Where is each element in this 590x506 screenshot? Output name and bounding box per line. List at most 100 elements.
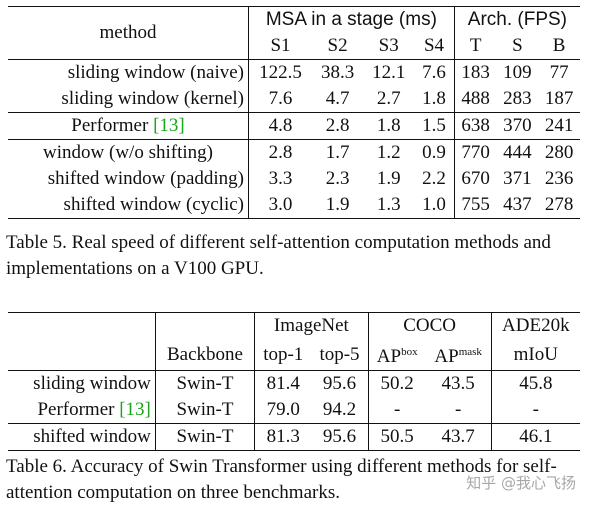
s2-cell: 38.3 (320, 62, 355, 83)
b-cell: 280 (544, 142, 574, 163)
msa-group-label: MSA in a stage (ms) (265, 9, 437, 30)
s3-cell: 1.8 (376, 115, 401, 136)
s1-cell: 3.3 (268, 168, 293, 189)
table-row: shifted window (padding) 3.3 2.3 1.9 2.2… (8, 166, 580, 192)
table-row: sliding window Swin-T 81.4 95.6 50.2 43.… (8, 370, 580, 397)
s3-cell: 1.2 (376, 142, 401, 163)
table-row: sliding window (kernel) 7.6 4.7 2.7 1.8 … (8, 86, 580, 113)
s4-cell: 1.8 (414, 86, 455, 113)
table-row: sliding window (naive) 122.5 38.3 12.1 7… (8, 59, 580, 86)
b-cell: 278 (544, 194, 574, 215)
method-name: Performer (71, 115, 154, 136)
backbone-cell: Swin-T (155, 423, 256, 451)
b-cell: 236 (544, 168, 574, 189)
arch-header: T (469, 35, 482, 56)
stage-header: S3 (378, 35, 399, 56)
s1-cell: 4.8 (268, 115, 293, 136)
coco-header: COCO (368, 312, 492, 339)
table-5: method MSA in a stage (ms) Arch. (FPS) S… (8, 6, 580, 219)
s3-cell: 12.1 (372, 62, 406, 83)
method-cell: shifted window (cyclic) (8, 192, 249, 219)
method-cell: Performer [13] (8, 112, 249, 140)
table-row: Performer [13] Swin-T 79.0 94.2 - - - (8, 397, 580, 424)
method-cell: sliding window (kernel) (8, 86, 249, 113)
table-row: shifted window Swin-T 81.3 95.6 50.5 43.… (8, 423, 580, 451)
s-cell: 444 (503, 142, 532, 163)
s4-cell: 1.5 (414, 112, 455, 140)
b-cell: 77 (549, 62, 569, 83)
s-cell: 283 (503, 88, 532, 109)
method-name: sliding window (naive) (67, 62, 244, 83)
apbox-cell: - (394, 399, 401, 420)
top5-cell: 95.6 (311, 370, 369, 397)
mask-superscript: mask (458, 346, 482, 358)
table-6: ImageNet COCO ADE20k Backbone top-1 top-… (8, 312, 580, 451)
s2-cell: 2.3 (325, 168, 350, 189)
apmask-cell: - (425, 397, 492, 424)
apmask-header: APmask (425, 339, 492, 371)
s4-cell: 1.0 (414, 192, 455, 219)
imagenet-header: ImageNet (254, 312, 369, 339)
backbone-cell: Swin-T (155, 397, 256, 424)
apbox-header: APbox (368, 339, 426, 371)
s1-cell: 3.0 (268, 194, 293, 215)
t-cell: 770 (461, 142, 490, 163)
method-name: sliding window (33, 373, 151, 394)
s1-cell: 122.5 (259, 62, 302, 83)
s1-cell: 2.8 (268, 142, 293, 163)
empty-header-cell (8, 312, 156, 339)
t-cell: 638 (461, 115, 490, 136)
s3-cell: 2.7 (376, 88, 401, 109)
apmask-cell: 43.5 (425, 370, 492, 397)
method-name: shifted window (cyclic) (63, 194, 244, 215)
top5-cell: 95.6 (311, 423, 369, 451)
arch-header: B (552, 35, 566, 56)
t-cell: 755 (461, 194, 490, 215)
apbox-cell: 50.2 (380, 373, 414, 394)
apbox-cell: 50.5 (380, 426, 414, 447)
s-cell: 109 (503, 62, 532, 83)
top1-cell: 79.0 (266, 399, 300, 420)
citation[interactable]: [13] (119, 399, 151, 420)
stage-header: S2 (327, 35, 348, 56)
s2-cell: 1.9 (325, 194, 350, 215)
method-cell: Performer [13] (8, 397, 156, 424)
top5-header: top-5 (311, 339, 369, 371)
backbone-header: Backbone (155, 339, 256, 371)
top1-cell: 81.3 (266, 426, 300, 447)
empty-header-cell (155, 312, 256, 339)
apmask-cell: 43.7 (425, 423, 492, 451)
t-cell: 183 (461, 62, 490, 83)
backbone-cell: Swin-T (155, 370, 256, 397)
top1-cell: 81.4 (266, 373, 300, 394)
arch-group-label: Arch. (FPS) (467, 9, 567, 30)
method-name: sliding window (kernel) (61, 88, 244, 109)
stage-header: S1 (270, 35, 291, 56)
table-5-caption: Table 5. Real speed of different self-at… (6, 232, 551, 279)
t-cell: 488 (461, 88, 490, 109)
ap-label: AP (434, 346, 459, 367)
s1-cell: 7.6 (268, 88, 293, 109)
watermark: 知乎 @我心飞扬 (466, 474, 576, 492)
table-6-caption: Table 6. Accuracy of Swin Transformer us… (6, 456, 557, 503)
empty-header-cell (8, 339, 156, 371)
s4-cell: 0.9 (414, 139, 455, 166)
table-row: shifted window (cyclic) 3.0 1.9 1.3 1.0 … (8, 192, 580, 219)
miou-cell: 45.8 (519, 373, 553, 394)
method-cell: sliding window (naive) (8, 59, 249, 86)
s2-cell: 2.8 (325, 115, 350, 136)
box-superscript: box (401, 346, 418, 358)
msa-group-header: MSA in a stage (ms) (248, 6, 455, 33)
s2-cell: 4.7 (325, 88, 350, 109)
s4-cell: 7.6 (414, 59, 455, 86)
method-name: Performer (37, 399, 120, 420)
method-cell: shifted window (padding) (8, 166, 249, 192)
s2-cell: 1.7 (325, 142, 350, 163)
stage-header: S4 (414, 33, 455, 60)
arch-group-header: Arch. (FPS) (454, 7, 580, 34)
method-cell: window (w/o shifting) (8, 139, 249, 166)
method-name: shifted window (padding) (47, 168, 244, 189)
s-cell: 371 (503, 168, 532, 189)
miou-cell: 46.1 (519, 426, 553, 447)
citation[interactable]: [13] (153, 115, 185, 136)
